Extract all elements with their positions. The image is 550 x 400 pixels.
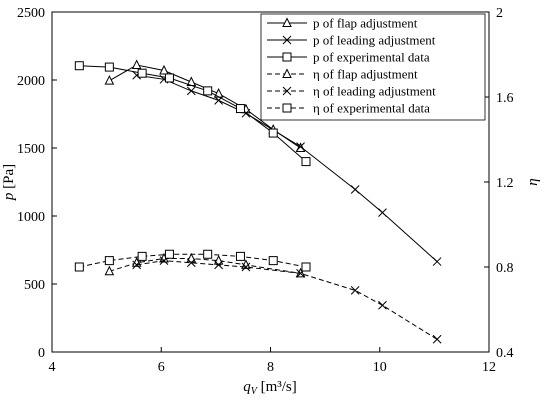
- data-point: [213, 87, 224, 98]
- y-left-tick-label: 1500: [17, 142, 45, 157]
- legend-marker: [282, 35, 292, 45]
- legend-label: p of leading adjustment: [313, 33, 436, 48]
- y-left-tick-label: 2000: [17, 74, 45, 89]
- x-tick-label: 10: [373, 360, 387, 375]
- legend-marker: [282, 52, 292, 62]
- y-left-axis-title-unit: [Pa]: [1, 164, 17, 193]
- data-point: [132, 260, 142, 270]
- data-point: [131, 59, 142, 70]
- x-tick-label: 8: [267, 360, 274, 375]
- data-point: [301, 157, 311, 167]
- legend-entry: p of flap adjustment: [267, 16, 418, 31]
- data-point: [164, 249, 174, 259]
- data-point: [186, 252, 197, 263]
- x-tick-label: 6: [158, 360, 165, 375]
- y-right-tick-label: 1.6: [496, 91, 514, 106]
- data-point: [268, 256, 278, 266]
- data-point: [295, 142, 306, 152]
- series-layer: [74, 59, 442, 344]
- data-point: [432, 334, 442, 344]
- y-left-axis-ticks: 0 500 1000 1500 2000 2500: [17, 6, 57, 361]
- y-right-tick-label: 2: [496, 6, 503, 21]
- y-left-axis-title-main: p: [1, 192, 17, 201]
- y-right-tick-label: 0.4: [496, 346, 514, 361]
- legend-label: p of flap adjustment: [313, 16, 418, 31]
- y-right-axis-ticks: 0.4 0.8 1.2 1.6 2: [484, 6, 514, 361]
- data-point: [203, 249, 213, 259]
- data-point: [241, 262, 251, 272]
- legend-marker: [282, 86, 292, 96]
- series-line: [136, 260, 438, 340]
- x-tick-label: 12: [482, 360, 496, 375]
- legend-box: [260, 13, 486, 121]
- data-point: [104, 256, 114, 266]
- data-point: [104, 62, 114, 72]
- data-point: [378, 208, 387, 217]
- data-point: [296, 142, 305, 151]
- y-right-tick-label: 0.8: [496, 261, 514, 276]
- series-4: [132, 256, 442, 344]
- data-point: [350, 185, 360, 194]
- data-point: [74, 262, 84, 272]
- series-1: [132, 70, 442, 266]
- legend-entry: η of experimental data: [267, 101, 430, 116]
- data-point: [104, 75, 115, 85]
- data-point: [235, 104, 245, 114]
- y-left-tick-label: 0: [38, 346, 45, 361]
- data-point: [186, 258, 196, 268]
- legend-marker: [282, 68, 292, 78]
- data-point: [104, 265, 115, 276]
- data-point: [186, 86, 196, 96]
- data-point: [164, 73, 174, 83]
- x-axis-title-unit: [m³/s]: [257, 379, 297, 395]
- series-line: [79, 253, 307, 268]
- legend-entry: p of experimental data: [267, 50, 430, 65]
- legend-label: η of experimental data: [313, 101, 430, 116]
- x-axis-title-main: q: [243, 379, 251, 395]
- legend-entry: p of leading adjustment: [267, 33, 436, 48]
- data-point: [350, 286, 360, 295]
- data-point: [214, 260, 223, 270]
- y-left-tick-label: 2500: [17, 6, 45, 21]
- data-point: [432, 257, 442, 266]
- x-axis-ticks: 4 6 8 10 12: [49, 347, 496, 375]
- legend: p of flap adjustment p of leading adjustm…: [260, 13, 486, 121]
- y-right-axis-title: η: [525, 178, 541, 185]
- data-point: [159, 64, 169, 75]
- legend-entry: η of leading adjustment: [267, 84, 436, 99]
- data-point: [74, 61, 84, 71]
- y-left-tick-label: 1000: [17, 210, 45, 225]
- y-left-axis-title: p [Pa]: [1, 164, 17, 201]
- y-right-tick-label: 1.2: [496, 176, 514, 191]
- x-tick-label: 4: [49, 360, 56, 375]
- legend-entry: η of flap adjustment: [267, 67, 418, 82]
- series-5: [74, 249, 311, 272]
- x-axis-title: qV [m³/s]: [243, 379, 297, 397]
- data-point: [301, 262, 311, 272]
- data-point: [378, 300, 387, 310]
- legend-marker: [282, 17, 292, 27]
- data-point: [268, 128, 278, 138]
- legend-marker: [282, 103, 292, 113]
- data-point: [137, 68, 147, 78]
- series-2: [74, 61, 311, 167]
- data-point: [203, 86, 213, 96]
- legend-label: η of flap adjustment: [313, 67, 418, 82]
- legend-label: p of experimental data: [313, 50, 430, 65]
- series-line: [79, 65, 307, 162]
- x-axis-title-sub: V: [251, 386, 259, 397]
- data-point: [137, 251, 147, 261]
- data-point: [235, 251, 245, 261]
- legend-label: η of leading adjustment: [313, 84, 436, 99]
- y-left-tick-label: 500: [24, 278, 45, 293]
- data-point: [213, 255, 224, 265]
